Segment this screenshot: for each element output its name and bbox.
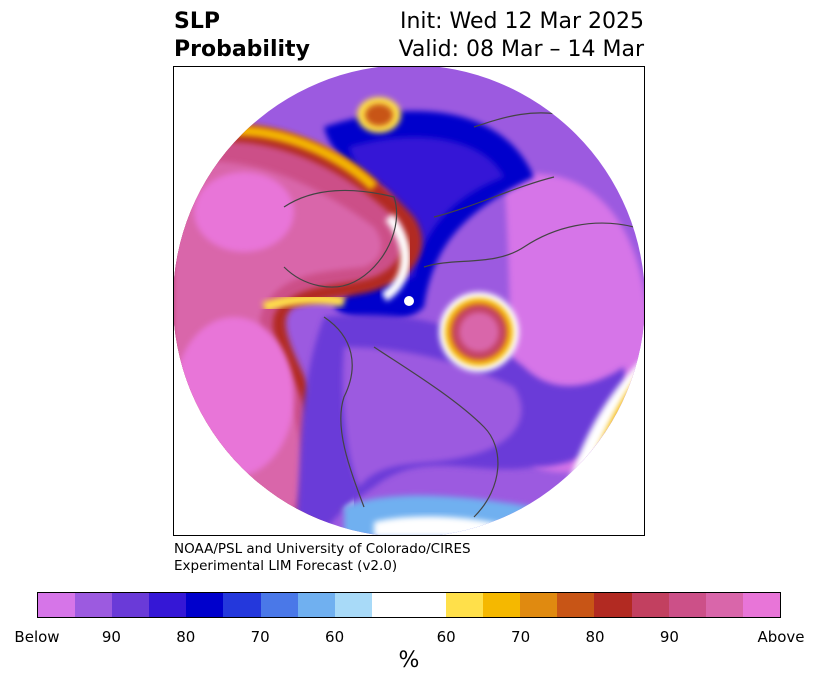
map-panel bbox=[173, 66, 645, 536]
init-date: Init: Wed 12 Mar 2025 bbox=[399, 9, 644, 34]
colorbar-segment bbox=[186, 593, 224, 617]
colorbar-segment bbox=[520, 593, 558, 617]
colorbar-segment bbox=[742, 593, 780, 617]
colorbar-segment bbox=[446, 593, 484, 617]
colorbar bbox=[37, 592, 781, 618]
coastline-lines bbox=[283, 112, 635, 518]
colorbar-unit: % bbox=[398, 648, 420, 673]
colorbar-segment bbox=[149, 593, 187, 617]
colorbar-tick-label: 60 bbox=[436, 628, 456, 646]
colorbar-tick-label: Below bbox=[14, 628, 60, 646]
colorbar-segment bbox=[371, 593, 409, 617]
colorbar-segment bbox=[297, 593, 335, 617]
colorbar-segment bbox=[705, 593, 743, 617]
colorbar-tick-label: 80 bbox=[585, 628, 605, 646]
colorbar-segment bbox=[112, 593, 150, 617]
colorbar-segment bbox=[334, 593, 372, 617]
colorbar-tick-label: 60 bbox=[325, 628, 345, 646]
credit-line-2: Experimental LIM Forecast (v2.0) bbox=[174, 558, 398, 574]
credit-line-1: NOAA/PSL and University of Colorado/CIRE… bbox=[174, 541, 471, 557]
colorbar-tick-label: 70 bbox=[250, 628, 270, 646]
colorbar-tick-label: 70 bbox=[511, 628, 531, 646]
colorbar-segment bbox=[557, 593, 595, 617]
colorbar-segment bbox=[260, 593, 298, 617]
title-type: Probability bbox=[174, 37, 310, 62]
colorbar-segment bbox=[483, 593, 521, 617]
colorbar-segment bbox=[594, 593, 632, 617]
map-title: SLP Probability bbox=[174, 8, 310, 64]
colorbar-tick-label: 90 bbox=[659, 628, 679, 646]
shaded-probability-field bbox=[174, 67, 644, 535]
colorbar-tick-label: 80 bbox=[176, 628, 196, 646]
colorbar-segment bbox=[38, 593, 76, 617]
colorbar-segment bbox=[408, 593, 447, 617]
forecast-dates: Init: Wed 12 Mar 2025 Valid: 08 Mar – 14… bbox=[399, 8, 644, 64]
probability-map bbox=[174, 67, 644, 535]
colorbar-segment bbox=[668, 593, 706, 617]
colorbar-segment bbox=[75, 593, 113, 617]
colorbar-tick-label: 90 bbox=[101, 628, 121, 646]
title-variable: SLP bbox=[174, 9, 220, 34]
colorbar-tick-label: Above bbox=[757, 628, 805, 646]
colorbar-segment bbox=[223, 593, 261, 617]
colorbar-segment bbox=[631, 593, 669, 617]
valid-range: Valid: 08 Mar – 14 Mar bbox=[398, 37, 644, 62]
credit-text: NOAA/PSL and University of Colorado/CIRE… bbox=[174, 541, 471, 575]
